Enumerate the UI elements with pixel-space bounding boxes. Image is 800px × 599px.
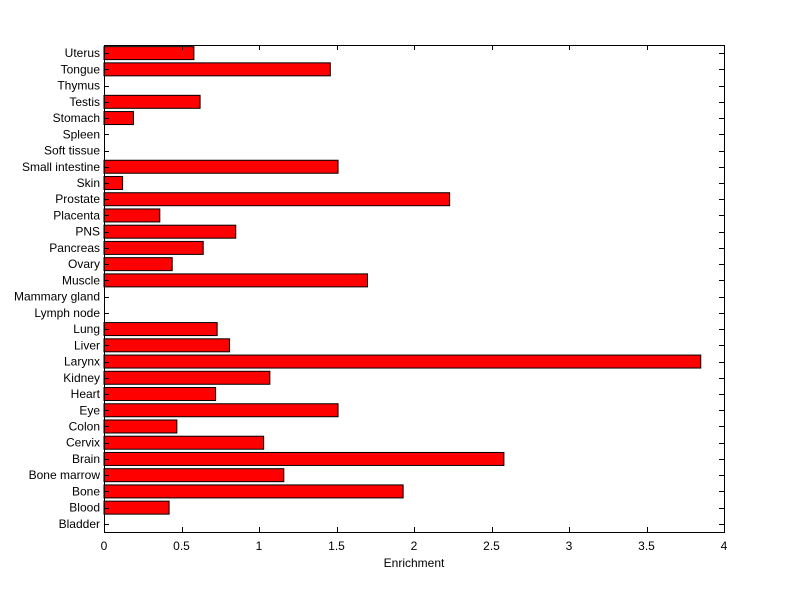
y-tick-label: Prostate	[55, 192, 100, 206]
y-tick-label: PNS	[75, 225, 100, 239]
y-tick-label: Lymph node	[34, 306, 100, 320]
y-tick-label: Tongue	[61, 62, 101, 76]
y-tick-label: Uterus	[65, 46, 100, 60]
y-tick-label: Testis	[69, 95, 100, 109]
plot-frame	[104, 45, 725, 533]
y-tick-label: Small intestine	[22, 160, 100, 174]
bar	[103, 192, 451, 207]
bars-group	[103, 46, 702, 515]
bar	[103, 175, 124, 190]
y-tick-label: Ovary	[68, 257, 100, 271]
bar	[103, 403, 339, 418]
y-tick-label: Blood	[69, 501, 100, 515]
y-tick-label: Kidney	[63, 371, 100, 385]
bar	[103, 224, 237, 239]
x-tick-label: 3	[566, 539, 573, 553]
y-tick-label: Colon	[69, 419, 100, 433]
bar	[103, 257, 173, 272]
bar	[103, 387, 217, 402]
bar	[103, 322, 218, 337]
y-tick-label: Lung	[73, 322, 100, 336]
y-tick-label: Eye	[79, 403, 100, 417]
bar	[103, 208, 161, 223]
bar	[103, 500, 170, 515]
y-tick-label: Larynx	[64, 355, 100, 369]
y-tick-label: Brain	[72, 452, 100, 466]
x-tick-label: 0.5	[173, 539, 190, 553]
bar	[103, 159, 339, 174]
y-tick-label: Mammary gland	[14, 290, 100, 304]
bar	[103, 273, 368, 288]
x-axis-label: Enrichment	[384, 556, 445, 570]
bar	[103, 354, 702, 369]
bar	[103, 484, 404, 499]
y-tick-label: Bone marrow	[29, 468, 101, 482]
y-tick-label: Placenta	[53, 208, 100, 222]
x-tick-label: 4	[721, 539, 728, 553]
x-tick-label: 2	[411, 539, 418, 553]
y-axis-ticks: Bladder Blood Bone Bone marrow Brain Cervix Co…	[14, 46, 724, 531]
y-tick-label: Thymus	[57, 79, 100, 93]
bar	[103, 451, 505, 466]
y-tick-label: Cervix	[66, 436, 100, 450]
y-tick-label: Liver	[74, 338, 100, 352]
bar	[103, 435, 265, 450]
y-tick-label: Spleen	[63, 127, 100, 141]
bar	[103, 370, 271, 385]
y-tick-label: Stomach	[53, 111, 100, 125]
bar	[103, 94, 201, 109]
y-tick-label: Soft tissue	[44, 144, 100, 158]
bar	[103, 62, 331, 77]
x-tick-label: 0	[101, 539, 108, 553]
bar	[103, 46, 195, 61]
bar	[103, 240, 204, 255]
y-tick-label: Heart	[71, 387, 101, 401]
x-tick-label: 1.5	[328, 539, 345, 553]
bar	[103, 468, 285, 483]
x-tick-label: 2.5	[483, 539, 500, 553]
y-tick-label: Skin	[77, 176, 100, 190]
y-tick-label: Bladder	[59, 517, 100, 531]
y-tick-label: Muscle	[62, 273, 100, 287]
y-tick-label: Pancreas	[49, 241, 100, 255]
x-tick-label: 1	[256, 539, 263, 553]
bar	[103, 338, 231, 353]
y-tick-label: Bone	[72, 484, 100, 498]
x-tick-label: 3.5	[638, 539, 655, 553]
bar	[103, 419, 178, 434]
